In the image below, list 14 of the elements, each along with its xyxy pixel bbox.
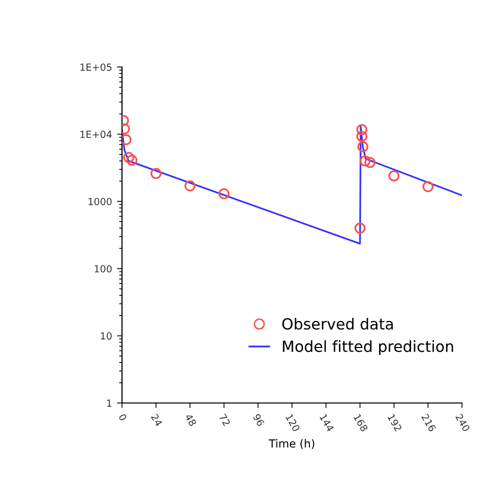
x-tick-label: 72 bbox=[218, 414, 231, 426]
x-tick-label: 48 bbox=[184, 413, 197, 427]
x-tick-label: 96 bbox=[252, 413, 265, 427]
y-tick-label: 1000 bbox=[88, 198, 112, 206]
y-tick-label: 1E+05 bbox=[80, 63, 112, 71]
y-tick-label: 1E+04 bbox=[80, 130, 112, 138]
x-axis-title: Time (h) bbox=[268, 439, 314, 449]
x-tick-label: 0 bbox=[118, 413, 128, 422]
y-tick-label: 10 bbox=[100, 332, 112, 340]
x-tick-label: 24 bbox=[150, 413, 163, 427]
legend-label: Observed data bbox=[282, 318, 393, 330]
legend-label: Model fitted prediction bbox=[282, 340, 454, 356]
y-tick-label: 1 bbox=[107, 400, 112, 407]
y-tick-label: 100 bbox=[94, 265, 112, 272]
